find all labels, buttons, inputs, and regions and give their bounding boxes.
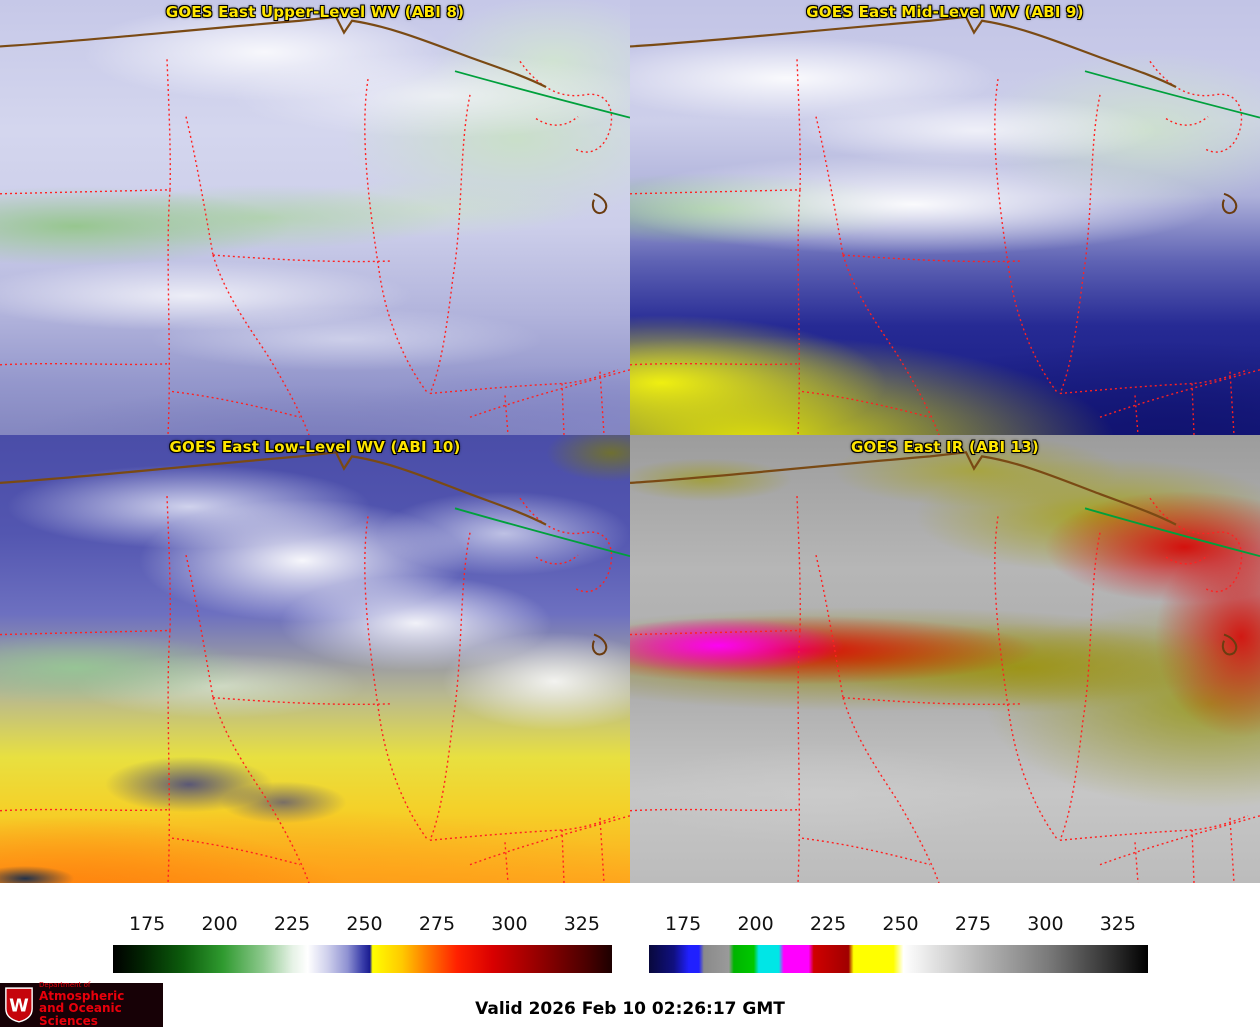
logo-oceanic-sciences: and Oceanic Sciences <box>39 1001 122 1027</box>
tick-label: 200 <box>201 913 238 935</box>
tick-label: 275 <box>954 913 992 935</box>
tick-label: 225 <box>809 913 847 935</box>
tick-label: 225 <box>273 913 311 935</box>
tick-label: 275 <box>418 913 456 935</box>
panel-low-level-wv: GOES East Low-Level WV (ABI 10) <box>0 435 630 883</box>
colorbar-ir-gradient <box>649 945 1148 973</box>
satellite-image-ir <box>630 435 1260 883</box>
tick-label: 300 <box>491 913 528 935</box>
panel-title-mid-wv: GOES East Mid-Level WV (ABI 9) <box>806 3 1084 21</box>
logo-dept-of: Department of <box>39 981 91 990</box>
footer: 175 200 225 250 275 300 325 175 200 225 … <box>0 883 1260 1027</box>
uw-crest-letter: W <box>9 996 29 1017</box>
tick-label: 300 <box>1027 913 1064 935</box>
state-borders-overlay <box>630 15 1260 435</box>
tick-label: 175 <box>665 913 702 935</box>
colorbar-wv-ticks: 175 200 225 250 275 300 325 <box>113 913 612 935</box>
tick-label: 200 <box>737 913 774 935</box>
panel-title-ir: GOES East IR (ABI 13) <box>850 438 1039 456</box>
satellite-image-upper-wv <box>0 0 630 435</box>
tick-label: 250 <box>882 913 919 935</box>
tick-label: 250 <box>346 913 383 935</box>
colorbar-ir-ticks: 175 200 225 250 275 300 325 <box>649 913 1148 935</box>
valid-time-label: Valid 2026 Feb 10 02:26:17 GMT <box>475 999 785 1019</box>
panel-upper-level-wv: GOES East Upper-Level WV (ABI 8) <box>0 0 630 435</box>
logo-atmospheric: Atmospheric <box>39 988 125 1003</box>
tick-label: 325 <box>1099 913 1136 935</box>
satellite-image-low-wv <box>0 435 630 883</box>
state-borders-overlay <box>0 451 630 883</box>
satellite-grid: GOES East Upper-Level WV (ABI 8) GOES Ea… <box>0 0 1260 883</box>
panel-ir: GOES East IR (ABI 13) <box>630 435 1260 883</box>
state-borders-overlay <box>0 15 630 435</box>
uw-crest-icon: W <box>5 987 33 1023</box>
tick-label: 325 <box>563 913 600 935</box>
panel-title-low-wv: GOES East Low-Level WV (ABI 10) <box>169 438 461 456</box>
tick-label: 175 <box>129 913 166 935</box>
uw-aos-logo: W Department of Atmospheric and Oceanic … <box>0 982 163 1027</box>
state-borders-overlay <box>630 451 1260 883</box>
panel-title-upper-wv: GOES East Upper-Level WV (ABI 8) <box>165 3 465 21</box>
satellite-image-mid-wv <box>630 0 1260 435</box>
colorbar-wv-gradient <box>113 945 612 973</box>
panel-mid-level-wv: GOES East Mid-Level WV (ABI 9) <box>630 0 1260 435</box>
logo-text: Department of Atmospheric and Oceanic Sc… <box>39 982 163 1027</box>
